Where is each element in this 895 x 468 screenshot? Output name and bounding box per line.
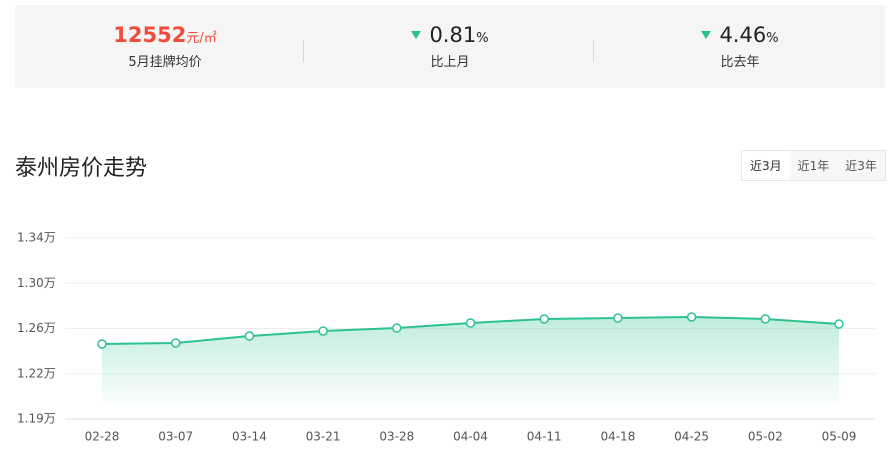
x-tick-label: 03-21 [306, 430, 341, 444]
x-tick-label: 04-18 [600, 430, 635, 444]
stat: 4.46% 比去年 [595, 23, 885, 70]
area [102, 316, 839, 405]
point [686, 312, 697, 322]
stat-value: 0.81 [429, 23, 477, 47]
y-tick-label: 1.19万 [17, 412, 56, 426]
x-tick-label: 04-25 [674, 430, 709, 444]
stat-label: 比上月 [430, 55, 470, 70]
stat: 12552元/㎡ 5月挂牌均价 [20, 23, 310, 70]
point [392, 323, 402, 333]
point [613, 313, 623, 323]
point [834, 319, 844, 329]
stat-unit: % [766, 31, 779, 46]
x-tick-label: 03-28 [379, 430, 414, 444]
y-tick-label: 1.22万 [17, 366, 56, 380]
divider [303, 40, 304, 62]
point [318, 326, 328, 336]
range-tabs: 近3月 近1年 近3年 [741, 150, 886, 181]
stat-unit: 元/㎡ [186, 31, 217, 46]
point [465, 318, 476, 328]
down-arrow [411, 31, 422, 39]
chart-title: 泰州房价走势 [15, 156, 148, 181]
stat: 0.81% 比上月 [305, 23, 595, 70]
stat-value: 4.46 [719, 23, 767, 47]
y-tick-label: 1.30万 [17, 276, 56, 290]
x-tick-label: 04-11 [527, 430, 562, 444]
stat-value: 12552 [113, 23, 187, 47]
stat-label: 5月挂牌均价 [128, 55, 202, 70]
down-arrow [701, 31, 712, 39]
point [170, 338, 181, 348]
stats-panel: 12552元/㎡ 5月挂牌均价 0.81% 比上月 4.46% 比去年 [15, 5, 885, 88]
point [97, 339, 107, 349]
divider [593, 40, 594, 62]
stat-label: 比去年 [720, 55, 760, 70]
x-tick-label: 03-07 [158, 430, 193, 444]
y-tick-label: 1.34万 [17, 231, 56, 245]
x-tick-label: 05-09 [822, 430, 857, 444]
x-tick-label: 04-04 [453, 430, 488, 444]
point [244, 331, 255, 341]
tab[interactable]: 近3月 [742, 151, 790, 180]
point [539, 314, 549, 324]
point [760, 314, 771, 324]
x-tick-label: 03-14 [232, 430, 267, 444]
tab[interactable]: 近3年 [845, 159, 877, 173]
x-tick-label: 05-02 [748, 430, 783, 444]
y-tick-label: 1.26万 [17, 321, 56, 335]
x-tick-label: 02-28 [85, 430, 120, 444]
tab[interactable]: 近1年 [797, 159, 830, 173]
stat-unit: % [476, 31, 489, 46]
